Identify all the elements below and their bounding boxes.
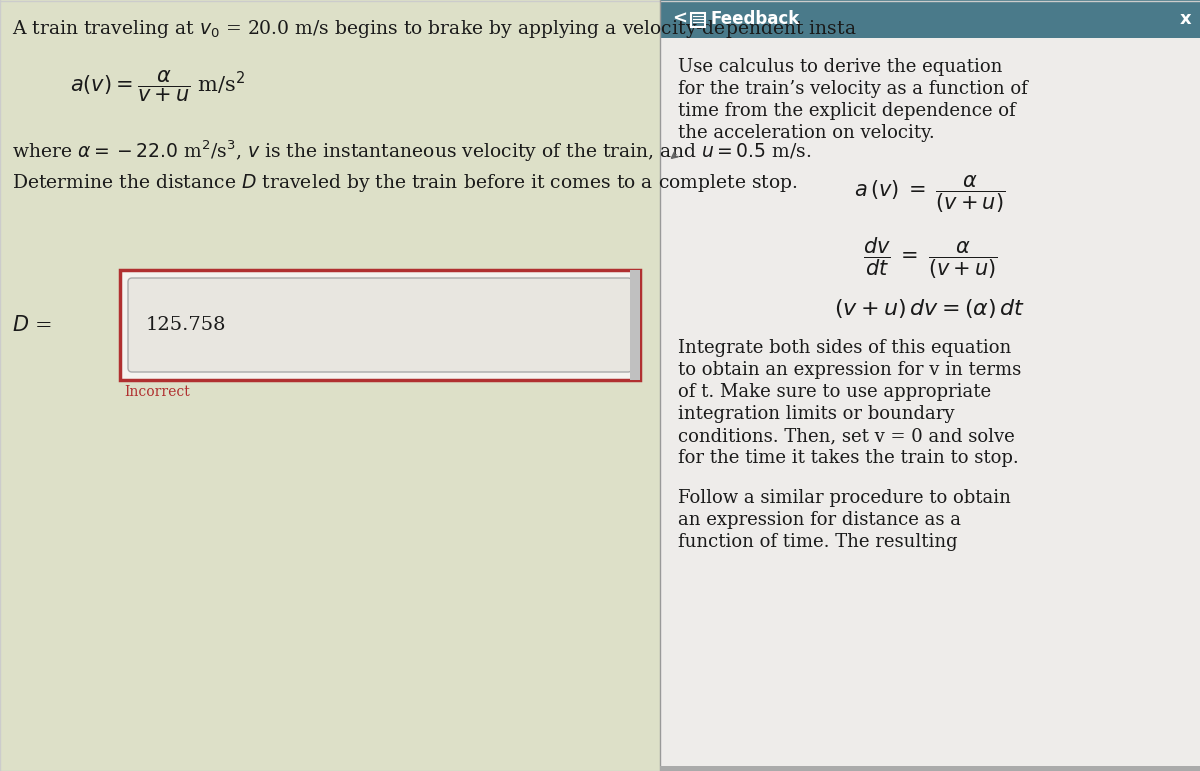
Bar bbox=[660, 766, 1200, 771]
Text: Incorrect: Incorrect bbox=[124, 385, 190, 399]
Text: Follow a similar procedure to obtain: Follow a similar procedure to obtain bbox=[678, 489, 1010, 507]
Text: Determine the distance $D$ traveled by the train before it comes to a complete s: Determine the distance $D$ traveled by t… bbox=[12, 172, 798, 194]
Text: conditions. Then, set v = 0 and solve: conditions. Then, set v = 0 and solve bbox=[678, 427, 1015, 445]
Bar bbox=[660, 0, 1200, 38]
Bar bbox=[120, 270, 640, 380]
Text: Feedback: Feedback bbox=[710, 10, 799, 28]
Text: function of time. The resulting: function of time. The resulting bbox=[678, 533, 958, 551]
Text: Integrate both sides of this equation: Integrate both sides of this equation bbox=[678, 339, 1012, 357]
Text: x: x bbox=[1180, 10, 1192, 28]
Bar bbox=[0, 0, 660, 771]
Text: $\dfrac{dv}{dt}\; =\; \dfrac{\alpha}{(v + u)}$: $\dfrac{dv}{dt}\; =\; \dfrac{\alpha}{(v … bbox=[863, 235, 997, 281]
Text: Use calculus to derive the equation: Use calculus to derive the equation bbox=[678, 58, 1002, 76]
Text: an expression for distance as a: an expression for distance as a bbox=[678, 511, 961, 529]
Text: $a\,(v)\; =\; \dfrac{\alpha}{(v + u)}$: $a\,(v)\; =\; \dfrac{\alpha}{(v + u)}$ bbox=[854, 173, 1006, 214]
Text: of t. Make sure to use appropriate: of t. Make sure to use appropriate bbox=[678, 383, 991, 401]
Text: $D$ =: $D$ = bbox=[12, 315, 52, 335]
Text: to obtain an expression for v in terms: to obtain an expression for v in terms bbox=[678, 361, 1021, 379]
Text: time from the explicit dependence of: time from the explicit dependence of bbox=[678, 102, 1015, 120]
Text: the acceleration on velocity.: the acceleration on velocity. bbox=[678, 124, 935, 142]
Text: where $\alpha = -22.0$ m$^2$/s$^3$, $v$ is the instantaneous velocity of the tra: where $\alpha = -22.0$ m$^2$/s$^3$, $v$ … bbox=[12, 138, 811, 163]
Text: 125.758: 125.758 bbox=[146, 316, 227, 334]
Text: integration limits or boundary: integration limits or boundary bbox=[678, 405, 954, 423]
Text: $a(v) = \dfrac{\alpha}{v + u}$ m/s$^2$: $a(v) = \dfrac{\alpha}{v + u}$ m/s$^2$ bbox=[70, 68, 245, 103]
Text: for the time it takes the train to stop.: for the time it takes the train to stop. bbox=[678, 449, 1019, 467]
Text: $(v + u)\,dv = (\alpha)\,dt$: $(v + u)\,dv = (\alpha)\,dt$ bbox=[834, 297, 1026, 320]
Bar bbox=[630, 270, 640, 380]
Text: <: < bbox=[672, 10, 686, 28]
Bar bbox=[660, 0, 1200, 771]
Text: for the train’s velocity as a function of: for the train’s velocity as a function o… bbox=[678, 80, 1027, 98]
Text: A train traveling at $v_0$ = 20.0 m/s begins to brake by applying a velocity-dep: A train traveling at $v_0$ = 20.0 m/s be… bbox=[12, 18, 857, 40]
FancyBboxPatch shape bbox=[128, 278, 632, 372]
